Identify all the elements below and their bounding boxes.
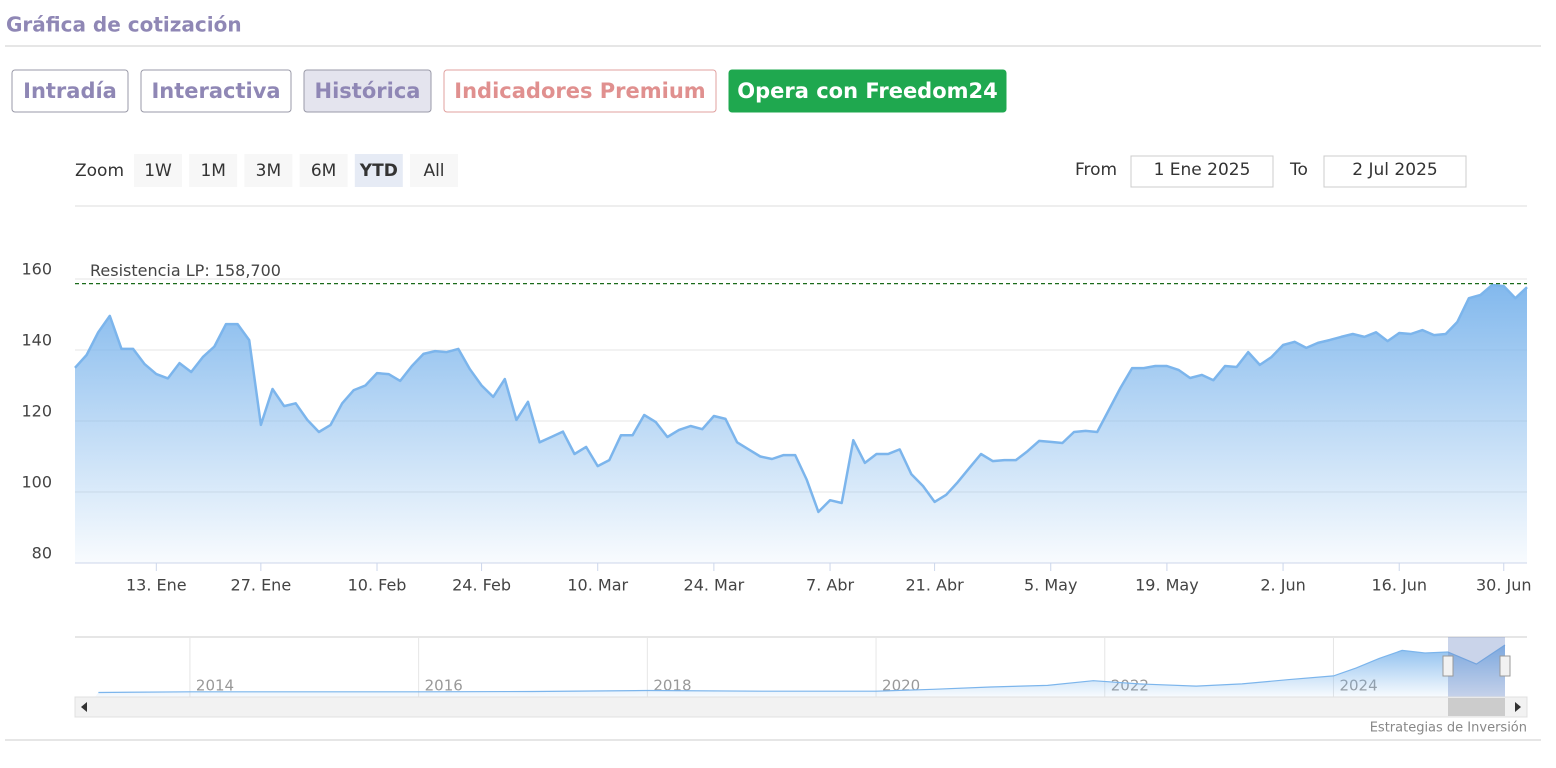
zoom-button-label[interactable]: 3M [256, 161, 281, 181]
resistance-label: Resistencia LP: 158,700 [90, 261, 281, 280]
zoom-button-label[interactable]: 1W [144, 161, 172, 181]
tab-label[interactable]: Intradía [23, 79, 117, 103]
tabs: Intradía Interactiva Histórica Indicadores … [11, 69, 1007, 113]
scrollbar-thumb[interactable] [1448, 698, 1505, 716]
zoom-button[interactable] [244, 154, 293, 187]
x-tick-label: 7. Abr [806, 576, 854, 595]
zoom-button[interactable] [299, 154, 348, 187]
y-tick-label: 140 [21, 331, 52, 350]
navigator-tick-label: 2016 [425, 677, 463, 695]
x-tick-label: 27. Ene [231, 576, 292, 595]
x-tick-label: 21. Abr [905, 576, 964, 595]
scrollbar-track [74, 696, 1528, 718]
scroll-left[interactable] [81, 702, 87, 712]
range-selector: Zoom 1W 1M 3M 6M YTD All From 1 Ene 2025 To 2 Jul … [75, 154, 1467, 188]
zoom-button-label[interactable]: 1M [200, 161, 225, 181]
x-tick-label: 10. Mar [567, 576, 628, 595]
navigator-window[interactable] [1448, 637, 1505, 697]
to-input[interactable] [1323, 155, 1467, 188]
from-input[interactable] [1130, 155, 1274, 188]
navigator-tick-label: 2014 [196, 677, 234, 695]
x-tick-label: 2. Jun [1260, 576, 1305, 595]
x-tick-label: 10. Feb [348, 576, 407, 595]
x-tick-label: 19. May [1135, 576, 1199, 595]
scroll-right[interactable] [1515, 702, 1521, 712]
x-tick-label: 5. May [1024, 576, 1077, 595]
navigator-handle[interactable] [1442, 655, 1454, 677]
tab-label[interactable]: Opera con Freedom24 [737, 79, 998, 103]
x-tick-label: 13. Ene [126, 576, 187, 595]
from-label: From [1075, 160, 1117, 180]
zoom-button-label[interactable]: 6M [311, 161, 336, 181]
y-tick-label: 80 [32, 544, 52, 563]
line [74, 283, 1528, 514]
to-value[interactable]: 2 Jul 2025 [1352, 160, 1437, 180]
x-tick-label: 24. Feb [452, 576, 511, 595]
tab-label[interactable]: Interactiva [151, 79, 280, 103]
x-tick-label: 24. Mar [684, 576, 745, 595]
zoom-button[interactable] [189, 154, 238, 187]
y-tick-label: 100 [21, 473, 52, 492]
x-tick-label: 16. Jun [1371, 576, 1427, 595]
navigator-line [98, 644, 1506, 694]
navigator-handle[interactable] [1499, 655, 1511, 677]
from-value[interactable]: 1 Ene 2025 [1154, 160, 1251, 180]
y-tick-label: 160 [21, 260, 52, 279]
zoom-button-label[interactable]: All [423, 161, 444, 181]
tab-label[interactable]: Indicadores Premium [454, 79, 705, 103]
area [75, 285, 1527, 563]
chart: 80 100 120 140 160 13. Ene 27. Ene 10. Feb 24. F… [21, 260, 1531, 595]
tab-button[interactable] [140, 69, 292, 113]
tab-button[interactable] [303, 69, 432, 113]
tab-button[interactable] [11, 69, 129, 113]
navigator: 201420162018202020222024 [74, 636, 1528, 718]
tab-button[interactable] [443, 69, 717, 113]
zoom-button[interactable] [134, 154, 182, 187]
page-title: Gráfica de cotización [6, 13, 242, 37]
x-tick-label: 30. Jun [1476, 576, 1532, 595]
zoom-button[interactable] [410, 154, 458, 187]
zoom-button[interactable] [354, 154, 403, 187]
y-tick-label: 120 [21, 402, 52, 421]
credits: Estrategias de Inversión [1370, 721, 1527, 736]
zoom-label: Zoom [75, 161, 124, 181]
tab-button[interactable] [728, 69, 1007, 113]
tab-label[interactable]: Histórica [315, 79, 421, 103]
to-label: To [1289, 160, 1308, 180]
zoom-button-label[interactable]: YTD [359, 161, 398, 181]
